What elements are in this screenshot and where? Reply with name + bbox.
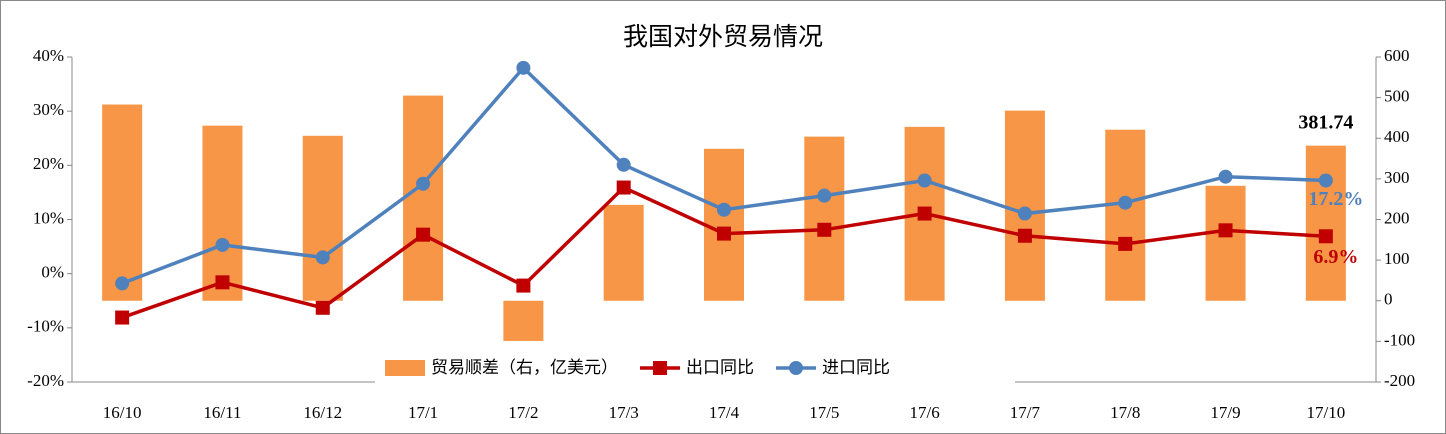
marker — [717, 202, 731, 217]
marker — [1118, 195, 1133, 210]
data-label: 381.74 — [1298, 111, 1353, 133]
y2-tick-label: -200 — [1384, 371, 1415, 390]
bar — [1105, 129, 1146, 301]
legend-key — [789, 361, 803, 375]
y2-tick-label: 200 — [1384, 208, 1410, 227]
legend-label: 贸易顺差（右，亿美元） — [431, 358, 618, 378]
marker — [115, 310, 130, 325]
y-tick-label: 40% — [33, 46, 64, 65]
marker — [1318, 229, 1333, 244]
x-tick-label: 16/11 — [203, 403, 241, 422]
marker — [616, 157, 631, 172]
marker — [1017, 228, 1032, 243]
bar — [202, 125, 243, 301]
y-tick-label: 10% — [33, 208, 64, 227]
bar — [403, 95, 444, 301]
bar — [302, 135, 343, 301]
y-tick-label: 20% — [33, 154, 64, 173]
y2-tick-label: 0 — [1384, 290, 1393, 309]
marker — [1218, 169, 1233, 184]
chart-title: 我国对外贸易情况 — [623, 22, 823, 51]
legend-key — [385, 360, 425, 376]
bar — [704, 148, 744, 301]
marker — [1118, 236, 1133, 251]
bar — [1004, 110, 1045, 301]
y2-tick-label: 100 — [1384, 249, 1410, 268]
y2-tick-label: 400 — [1384, 127, 1410, 146]
marker — [1218, 223, 1233, 238]
x-tick-label: 17/3 — [609, 403, 639, 422]
marker — [115, 276, 130, 291]
marker — [917, 173, 932, 188]
marker — [315, 300, 330, 315]
bar — [1305, 145, 1346, 301]
marker — [315, 250, 330, 265]
y-tick-label: -20% — [27, 371, 64, 390]
legend-key — [653, 361, 667, 375]
y-tick-label: 0% — [41, 263, 64, 282]
bar — [603, 204, 644, 301]
marker — [516, 278, 531, 293]
marker — [215, 275, 230, 290]
marker — [717, 226, 731, 241]
marker — [616, 180, 631, 195]
bar — [804, 136, 845, 301]
marker — [917, 206, 932, 221]
legend-box — [375, 353, 1015, 383]
marker — [416, 227, 431, 242]
marker — [416, 176, 431, 191]
x-tick-label: 17/9 — [1210, 403, 1240, 422]
legend-label: 出口同比 — [686, 358, 754, 378]
bar — [102, 104, 143, 301]
y2-tick-label: 500 — [1384, 87, 1410, 106]
bar — [1205, 185, 1246, 301]
data-label: 6.9% — [1313, 246, 1358, 268]
x-tick-label: 16/10 — [103, 403, 142, 422]
marker — [215, 237, 230, 252]
y2-tick-label: 300 — [1384, 168, 1410, 187]
y-tick-label: 30% — [33, 100, 64, 119]
marker — [817, 222, 832, 237]
x-tick-label: 16/12 — [303, 403, 342, 422]
marker — [516, 60, 531, 75]
y2-tick-label: -100 — [1384, 330, 1415, 349]
x-tick-label: 17/4 — [709, 403, 740, 422]
x-tick-label: 17/10 — [1306, 403, 1345, 422]
marker — [1318, 173, 1333, 188]
x-tick-label: 17/2 — [508, 403, 538, 422]
bar — [503, 300, 544, 341]
x-tick-label: 17/8 — [1110, 403, 1140, 422]
x-tick-label: 17/7 — [1010, 403, 1041, 422]
y2-tick-label: 600 — [1384, 46, 1410, 65]
y-tick-label: -10% — [27, 317, 64, 336]
marker — [817, 188, 832, 203]
marker — [1017, 206, 1032, 221]
x-tick-label: 17/1 — [408, 403, 438, 422]
x-tick-label: 17/6 — [909, 403, 939, 422]
x-tick-label: 17/5 — [809, 403, 839, 422]
legend-label: 进口同比 — [822, 358, 890, 378]
data-label: 17.2% — [1308, 188, 1363, 210]
